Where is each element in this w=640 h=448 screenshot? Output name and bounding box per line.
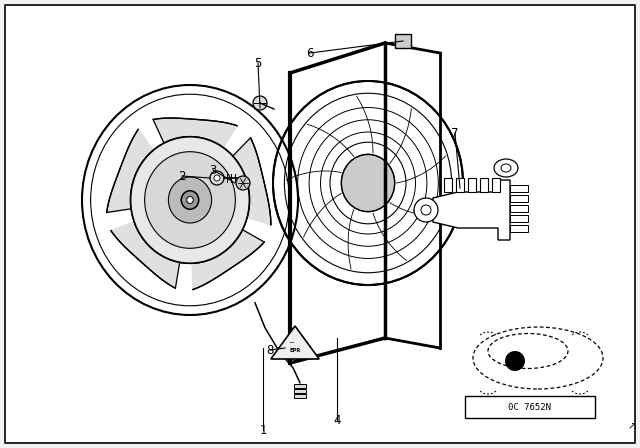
Ellipse shape bbox=[145, 152, 236, 248]
Bar bbox=[456, 178, 464, 192]
Bar bbox=[294, 389, 306, 393]
Bar bbox=[480, 178, 488, 192]
Bar bbox=[294, 394, 306, 398]
Ellipse shape bbox=[181, 191, 198, 209]
Ellipse shape bbox=[181, 191, 198, 209]
Bar bbox=[492, 178, 500, 192]
Text: 7: 7 bbox=[451, 126, 459, 139]
Circle shape bbox=[236, 176, 250, 190]
Bar bbox=[510, 205, 528, 212]
Circle shape bbox=[210, 171, 224, 185]
Bar bbox=[510, 225, 528, 232]
Circle shape bbox=[421, 205, 431, 215]
Polygon shape bbox=[153, 118, 237, 180]
Bar bbox=[510, 185, 528, 192]
Bar bbox=[294, 384, 306, 388]
Circle shape bbox=[253, 96, 267, 110]
Circle shape bbox=[214, 175, 220, 181]
Polygon shape bbox=[107, 129, 176, 212]
Text: 1: 1 bbox=[259, 423, 267, 436]
Bar bbox=[444, 178, 452, 192]
Ellipse shape bbox=[145, 152, 236, 248]
Polygon shape bbox=[433, 180, 510, 240]
Text: 4: 4 bbox=[333, 414, 340, 426]
Polygon shape bbox=[111, 208, 186, 288]
Text: 2: 2 bbox=[179, 169, 186, 182]
Ellipse shape bbox=[187, 197, 193, 203]
Text: 5: 5 bbox=[254, 56, 262, 69]
Ellipse shape bbox=[501, 164, 511, 172]
Ellipse shape bbox=[494, 159, 518, 177]
Bar bbox=[465, 396, 595, 418]
Ellipse shape bbox=[187, 197, 193, 203]
Circle shape bbox=[414, 198, 438, 222]
Polygon shape bbox=[206, 138, 271, 225]
Text: 6: 6 bbox=[307, 47, 314, 60]
Ellipse shape bbox=[168, 177, 212, 223]
Polygon shape bbox=[191, 211, 264, 289]
Text: ↗: ↗ bbox=[628, 421, 636, 431]
Bar bbox=[510, 195, 528, 202]
Bar bbox=[395, 34, 411, 48]
Text: 0C 7652N: 0C 7652N bbox=[509, 402, 552, 412]
Text: 3: 3 bbox=[209, 164, 217, 177]
Ellipse shape bbox=[341, 155, 395, 211]
Text: ~: ~ bbox=[288, 340, 294, 346]
Ellipse shape bbox=[168, 177, 212, 223]
Polygon shape bbox=[271, 326, 319, 359]
Ellipse shape bbox=[131, 137, 250, 263]
Text: 8: 8 bbox=[266, 344, 274, 357]
Bar bbox=[510, 215, 528, 222]
Bar bbox=[468, 178, 476, 192]
Text: EPR: EPR bbox=[289, 348, 301, 353]
Circle shape bbox=[505, 351, 525, 371]
Ellipse shape bbox=[131, 137, 250, 263]
